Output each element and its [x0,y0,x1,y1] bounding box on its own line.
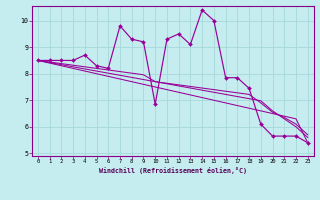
X-axis label: Windchill (Refroidissement éolien,°C): Windchill (Refroidissement éolien,°C) [99,167,247,174]
